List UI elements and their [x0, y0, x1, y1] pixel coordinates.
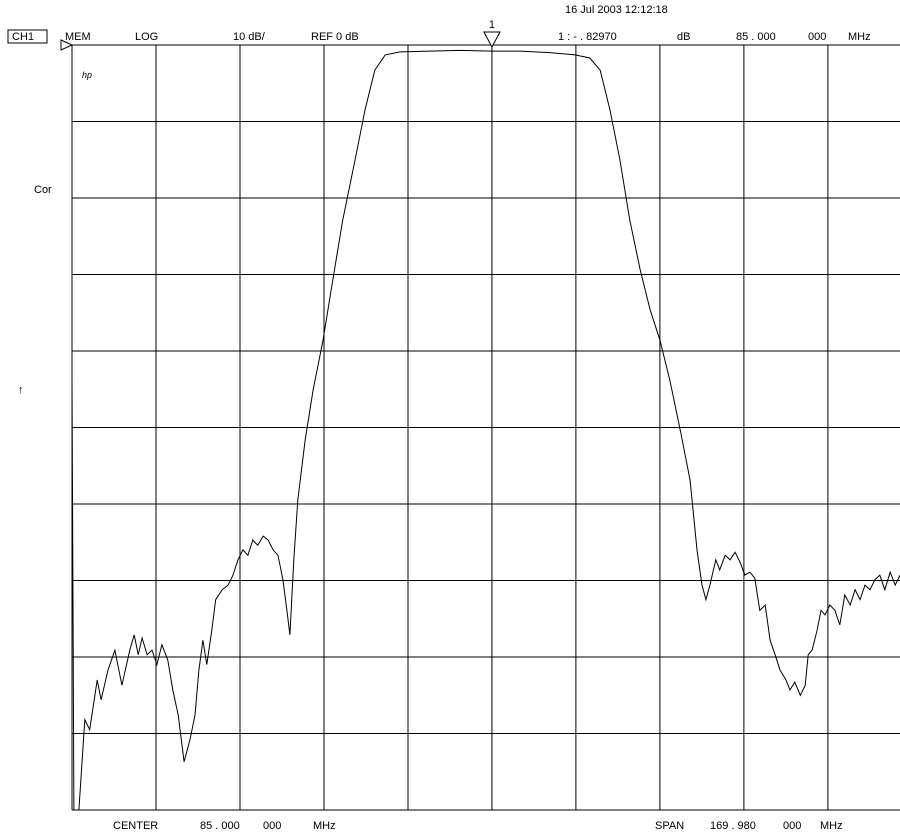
marker-freq-fine: 000 — [808, 31, 826, 43]
marker-readout: 1 : - . 82970 — [558, 31, 617, 43]
channel-box — [7, 29, 48, 44]
reference-pointer — [60, 39, 74, 51]
center: 85 . 000 — [200, 820, 240, 832]
marker-freq-unit: MHz — [848, 31, 871, 43]
center-label: CENTER — [113, 820, 158, 832]
correction: Cor — [34, 184, 52, 196]
channel: CH1 — [12, 31, 34, 43]
span-fine: 000 — [783, 820, 801, 832]
reference: REF 0 dB — [311, 31, 359, 43]
center-fine: 000 — [263, 820, 281, 832]
marker — [483, 31, 501, 49]
center-unit: MHz — [313, 820, 336, 832]
scale: 10 dB/ — [233, 31, 266, 43]
arrow: ↑ — [18, 384, 24, 396]
scale-type: LOG — [135, 31, 158, 43]
timestamp: 16 Jul 2003 12:12:18 — [565, 4, 668, 16]
marker-label: 1 — [489, 19, 495, 31]
marker-unit: dB — [677, 31, 690, 43]
span: 169 . 980 — [710, 820, 756, 832]
logo: hp — [82, 70, 92, 80]
marker-freq: 85 . 000 — [736, 31, 776, 43]
span-unit: MHz — [820, 820, 843, 832]
trace — [71, 49, 900, 811]
format: MEM — [65, 31, 91, 43]
span-label: SPAN — [655, 820, 684, 832]
